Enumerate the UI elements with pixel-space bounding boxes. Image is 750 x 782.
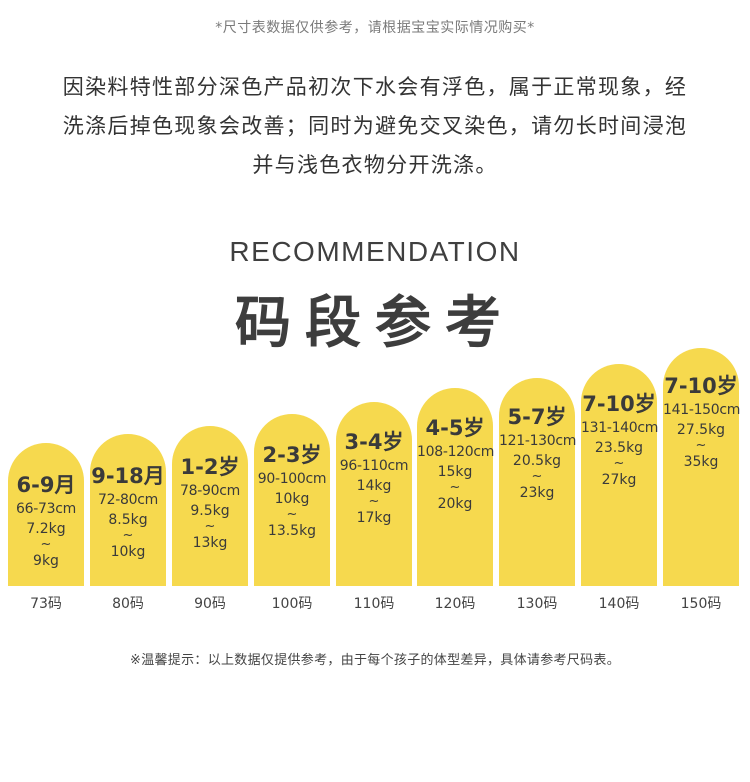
size-label: 140码	[598, 596, 640, 612]
washing-notice-line: 洗涤后掉色现象会改善；同时为避免交叉染色，请勿长时间浸泡	[62, 114, 688, 138]
weight-max: 10kg	[110, 544, 146, 560]
size-label: 110码	[353, 596, 395, 612]
weight-min: 15kg	[437, 464, 473, 480]
size-chart-disclaimer: *尺寸表数据仅供参考，请根据宝宝实际情况购买*	[215, 20, 535, 36]
size-column: 3-4岁 96-110cm 14kg ~ 17kg	[336, 402, 412, 586]
weight-max: 27kg	[601, 472, 637, 488]
height-range: 121-130cm	[499, 433, 577, 449]
weight-max: 23kg	[519, 485, 555, 501]
height-range: 141-150cm	[663, 402, 741, 418]
age-range: 5-7岁	[507, 405, 567, 429]
size-column: 7-10岁 131-140cm 23.5kg ~ 27kg	[581, 364, 659, 586]
height-range: 108-120cm	[417, 444, 495, 460]
size-label: 130码	[516, 596, 558, 612]
section-title: 码段参考	[235, 291, 515, 356]
size-label: 90码	[194, 596, 226, 612]
height-range: 96-110cm	[339, 458, 409, 474]
height-range: 131-140cm	[581, 420, 659, 436]
weight-range-separator: ~	[368, 494, 380, 509]
weight-min: 23.5kg	[594, 440, 644, 456]
bottom-tip: ※温馨提示：以上数据仅提供参考，由于每个孩子的体型差异，具体请参考尺码表。	[130, 653, 620, 668]
weight-min: 10kg	[274, 491, 310, 507]
weight-range-separator: ~	[531, 469, 543, 484]
size-label: 100码	[271, 596, 313, 612]
washing-notice: 因染料特性部分深色产品初次下水会有浮色，属于正常现象，经 洗涤后掉色现象会改善；…	[28, 68, 722, 185]
height-range: 72-80cm	[98, 492, 158, 508]
size-column: 5-7岁 121-130cm 20.5kg ~ 23kg	[499, 378, 577, 586]
weight-min: 20.5kg	[512, 453, 562, 469]
weight-range-separator: ~	[449, 480, 461, 495]
age-range: 4-5岁	[425, 416, 485, 440]
age-range: 9-18月	[91, 464, 165, 488]
height-range: 90-100cm	[257, 471, 327, 487]
size-column: 1-2岁 78-90cm 9.5kg ~ 13kg	[172, 426, 248, 586]
weight-range-separator: ~	[695, 438, 707, 453]
size-column: 9-18月 72-80cm 8.5kg ~ 10kg	[90, 434, 166, 586]
weight-range-separator: ~	[286, 507, 298, 522]
weight-max: 13.5kg	[267, 523, 317, 539]
height-range: 78-90cm	[180, 483, 240, 499]
age-range: 1-2岁	[180, 455, 240, 479]
weight-range-separator: ~	[204, 519, 216, 534]
size-label: 150码	[680, 596, 722, 612]
weight-min: 8.5kg	[108, 512, 148, 528]
weight-range-separator: ~	[613, 456, 625, 471]
height-range: 66-73cm	[16, 501, 76, 517]
weight-min: 14kg	[356, 478, 392, 494]
recommendation-heading: RECOMMENDATION	[229, 236, 521, 267]
size-label: 120码	[434, 596, 476, 612]
size-label: 80码	[112, 596, 144, 612]
age-range: 2-3岁	[262, 443, 322, 467]
weight-max: 13kg	[192, 535, 228, 551]
size-column: 4-5岁 108-120cm 15kg ~ 20kg	[417, 388, 495, 586]
size-column: 7-10岁 141-150cm 27.5kg ~ 35kg	[663, 348, 741, 586]
weight-max: 9kg	[33, 553, 59, 569]
size-column: 6-9月 66-73cm 7.2kg ~ 9kg	[8, 443, 84, 586]
weight-range-separator: ~	[40, 537, 52, 552]
age-range: 7-10岁	[582, 392, 656, 416]
age-range: 6-9月	[16, 473, 76, 497]
weight-min: 9.5kg	[190, 503, 230, 519]
weight-max: 35kg	[683, 454, 719, 470]
age-range: 7-10岁	[664, 374, 738, 398]
weight-min: 27.5kg	[676, 422, 726, 438]
size-column: 2-3岁 90-100cm 10kg ~ 13.5kg	[254, 414, 330, 586]
size-label: 73码	[30, 596, 62, 612]
weight-max: 20kg	[437, 496, 473, 512]
washing-notice-line: 并与浅色衣物分开洗涤。	[252, 153, 498, 177]
weight-min: 7.2kg	[26, 521, 66, 537]
weight-range-separator: ~	[122, 528, 134, 543]
age-range: 3-4岁	[344, 430, 404, 454]
washing-notice-line: 因染料特性部分深色产品初次下水会有浮色，属于正常现象，经	[62, 75, 688, 99]
weight-max: 17kg	[356, 510, 392, 526]
